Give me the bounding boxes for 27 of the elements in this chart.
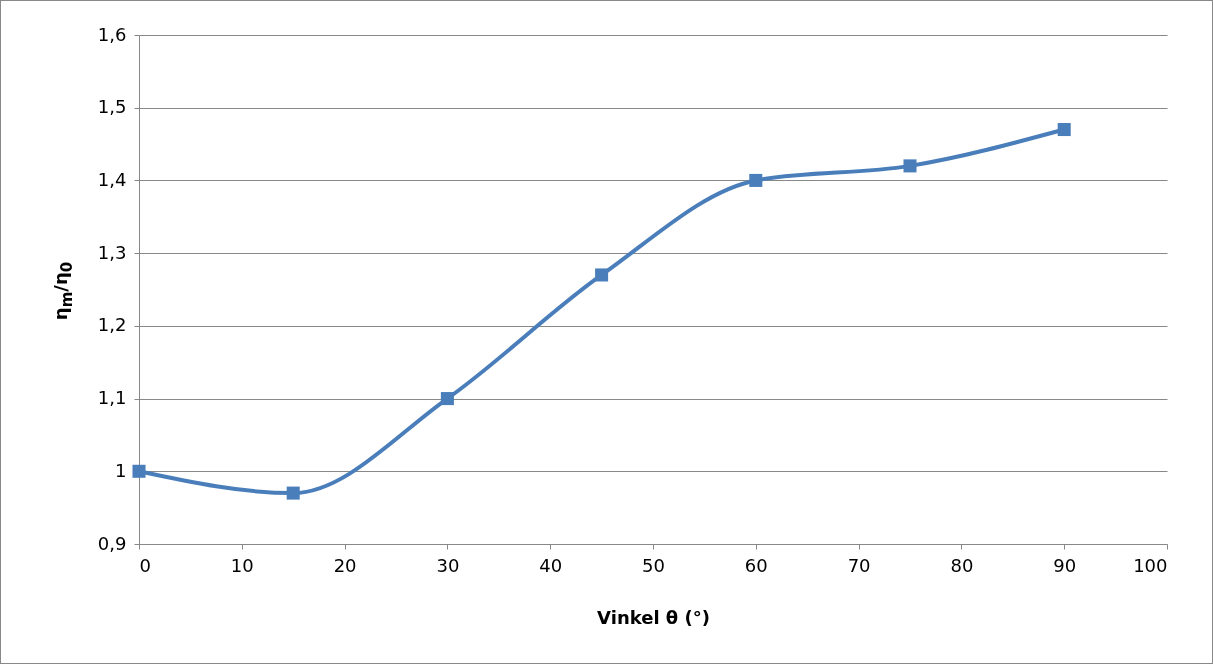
point xyxy=(286,486,300,500)
x-tick-label: 30 xyxy=(436,554,460,576)
y-tick-label: 0,9 xyxy=(97,532,127,554)
x-tick-label: 100 xyxy=(1133,554,1168,576)
point xyxy=(132,464,146,478)
point xyxy=(903,159,917,173)
x-tick-label: 10 xyxy=(230,554,254,576)
x-tick-label: 0 xyxy=(139,554,151,576)
x-axis-title: Vinkel θ (°) xyxy=(597,606,710,628)
x-tick-label: 80 xyxy=(950,554,974,576)
y-tick-label: 1,2 xyxy=(97,314,127,336)
point xyxy=(1057,123,1071,137)
y-tick-label: 1,4 xyxy=(97,168,127,190)
y-tick-label: 1 xyxy=(115,459,127,481)
y-tick-label: 1,5 xyxy=(97,96,127,118)
x-tick-label: 90 xyxy=(1053,554,1077,576)
point xyxy=(595,268,609,282)
y-tick-label: 1,1 xyxy=(97,387,127,409)
x-tick-label: 60 xyxy=(744,554,768,576)
point xyxy=(749,173,763,187)
x-tick-label: 40 xyxy=(539,554,563,576)
y-tick-label: 1,6 xyxy=(97,23,127,45)
x-tick-label: 70 xyxy=(847,554,871,576)
y-tick-label: 1,3 xyxy=(97,241,127,263)
x-tick-label: 20 xyxy=(333,554,357,576)
x-tick-label: 50 xyxy=(642,554,665,576)
point xyxy=(440,392,454,406)
